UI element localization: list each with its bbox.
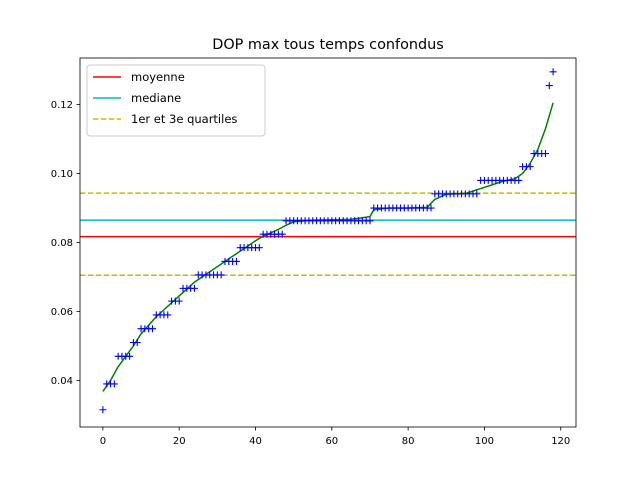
data-point [526,163,534,171]
legend: moyenne mediane 1er et 3e quartiles [86,64,266,137]
plot-area [80,68,576,414]
x-tick-label: 60 [325,436,338,447]
y-tick-label: 0.12 [51,100,73,111]
legend-box [86,64,266,137]
data-point [545,82,553,90]
y-tick-label: 0.04 [51,376,73,387]
data-point [473,190,481,198]
data-point [366,217,374,225]
y-tick-label: 0.08 [51,238,73,249]
data-point [148,325,156,333]
x-tick-label: 40 [249,436,262,447]
legend-label: 1er et 3e quartiles [131,112,237,126]
x-tick-label: 20 [173,436,186,447]
fitted-curve-0 [102,102,554,392]
y-tick-label: 0.06 [51,307,73,318]
data-point [133,339,141,347]
data-point [110,380,118,388]
data-point [427,204,435,212]
data-point [541,150,549,158]
data-point [126,352,134,360]
x-tick-label: 80 [402,436,415,447]
data-point [255,244,263,252]
legend-label: moyenne [131,70,185,84]
data-point [99,406,107,414]
data-point [175,297,183,305]
data-point [232,257,240,265]
x-tick-label: 120 [551,436,570,447]
data-point [190,284,198,292]
x-tick-label: 100 [475,436,494,447]
axes: 0 20 40 60 80 100 120 0.04 0.06 0.08 0.10 0.12 [51,57,577,447]
chart-title: DOP max tous temps confondus [212,37,444,53]
data-point [549,68,557,76]
legend-label: mediane [131,91,181,105]
data-point [515,176,523,184]
y-tick-label: 0.10 [51,169,73,180]
data-point [164,311,172,319]
data-point [217,271,225,279]
data-point [278,230,286,238]
x-tick-label: 0 [100,436,106,447]
